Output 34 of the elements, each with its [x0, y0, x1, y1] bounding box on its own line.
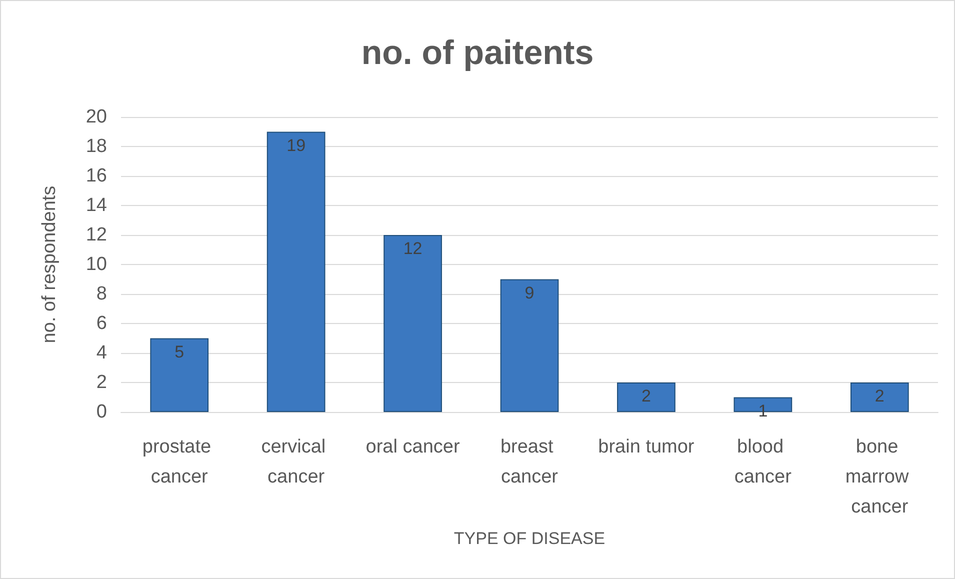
x-tick-label: brain tumor — [598, 436, 695, 458]
bar — [850, 382, 909, 412]
y-tick-label: 6 — [96, 313, 107, 334]
bar — [617, 382, 676, 412]
x-tick-label: oral cancer — [366, 436, 460, 458]
data-label: 5 — [174, 342, 184, 362]
y-tick-label: 8 — [96, 284, 107, 304]
x-axis-title: TYPE OF DISEASE — [454, 529, 606, 548]
data-label: 2 — [874, 386, 884, 406]
data-label: 9 — [524, 283, 534, 302]
y-axis-title: no. of respondents — [39, 186, 60, 344]
x-tick-label: blood cancer — [734, 436, 792, 488]
bar — [266, 132, 326, 412]
x-tick-label: prostate cancer — [142, 436, 216, 488]
y-tick-label: 16 — [86, 166, 107, 186]
data-label: 2 — [641, 386, 651, 406]
bar — [150, 338, 209, 412]
chart-title: no. of paitents — [361, 34, 594, 72]
bar — [500, 279, 559, 412]
y-tick-label: 20 — [86, 106, 107, 128]
x-tick-label: cervical cancer — [261, 436, 331, 488]
data-label: 19 — [286, 136, 306, 155]
y-tick-label: 4 — [96, 342, 108, 364]
y-tick-label: 14 — [86, 195, 108, 216]
y-tick-label: 18 — [86, 136, 107, 157]
x-tick-label: breast cancer — [500, 436, 559, 488]
data-label: 12 — [403, 239, 422, 258]
y-tick-label: 12 — [86, 224, 107, 246]
y-tick-label: 2 — [96, 372, 107, 393]
x-tick-label: bone marrow cancer — [845, 436, 914, 518]
bar — [384, 235, 442, 412]
y-tick-label: 0 — [96, 402, 107, 422]
data-label: 1 — [758, 401, 768, 420]
y-tick-label: 10 — [86, 254, 107, 275]
